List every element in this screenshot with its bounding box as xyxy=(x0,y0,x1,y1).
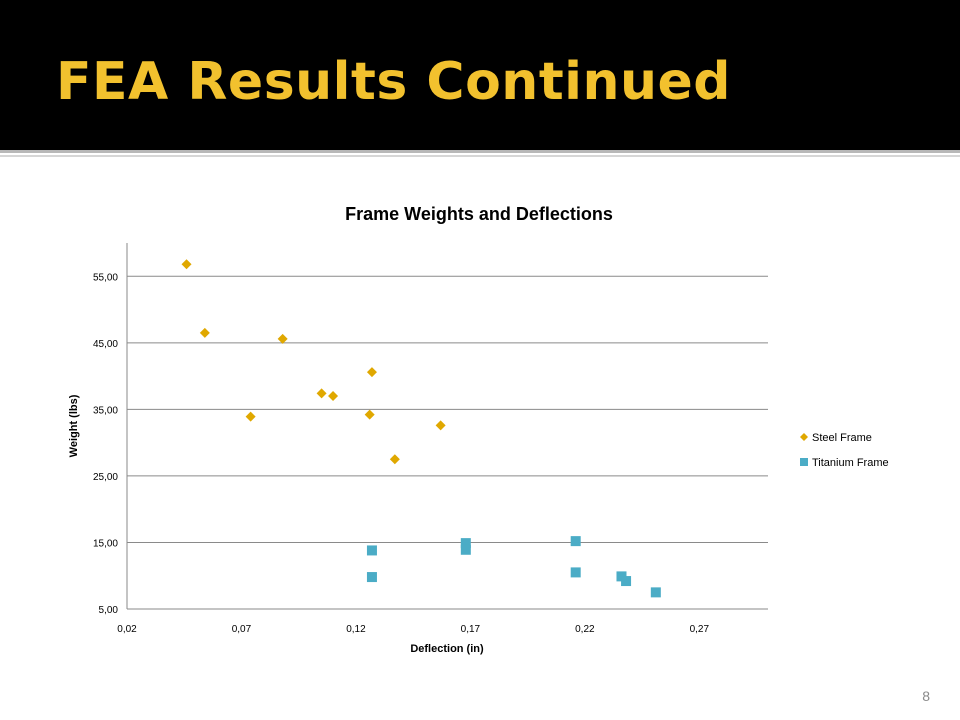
chart-legend: Steel Frame Titanium Frame xyxy=(800,432,889,469)
steel-frame-point xyxy=(389,454,400,465)
steel-frame-point xyxy=(199,327,210,338)
steel-frame-point xyxy=(316,388,327,399)
steel-frame-point xyxy=(366,367,377,378)
slide-title: FEA Results Continued xyxy=(56,52,732,112)
header-divider-secondary xyxy=(0,155,960,157)
titanium-frame-point xyxy=(621,576,632,587)
y-tick-label: 25,00 xyxy=(93,472,118,483)
x-tick-labels: 0,02 0,07 0,12 0,17 0,22 0,27 xyxy=(117,624,709,635)
x-axis-label: Deflection (in) xyxy=(410,643,484,655)
y-tick-label: 5,00 xyxy=(99,605,119,616)
data-points xyxy=(181,259,661,598)
titanium-frame-point xyxy=(460,544,471,555)
steel-frame-point xyxy=(364,409,375,420)
x-tick-label: 0,17 xyxy=(461,624,481,635)
steel-frame-point xyxy=(328,391,339,402)
y-axis-label: Weight (lbs) xyxy=(68,394,80,457)
y-tick-label: 15,00 xyxy=(93,538,118,549)
x-tick-label: 0,12 xyxy=(346,624,366,635)
y-tick-label: 35,00 xyxy=(93,405,118,416)
titanium-frame-point xyxy=(650,587,661,598)
legend-marker-titanium-frame xyxy=(800,458,808,466)
titanium-frame-point xyxy=(366,545,377,556)
y-tick-label: 45,00 xyxy=(93,339,118,350)
legend-label: Steel Frame xyxy=(812,432,872,444)
steel-frame-point xyxy=(181,259,192,270)
titanium-frame-point xyxy=(570,567,581,578)
slide-number: 8 xyxy=(922,688,930,704)
titanium-frame-point xyxy=(366,572,377,583)
titanium-frame-point xyxy=(460,538,471,549)
steel-frame-point xyxy=(277,333,288,344)
steel-frame-point xyxy=(435,420,446,431)
axes xyxy=(126,243,768,610)
header-divider xyxy=(0,150,960,153)
steel-frame-point xyxy=(245,411,256,422)
legend-marker-steel-frame xyxy=(800,433,808,441)
x-tick-label: 0,02 xyxy=(117,624,137,635)
x-tick-label: 0,27 xyxy=(690,624,710,635)
legend-label: Titanium Frame xyxy=(812,457,889,469)
x-tick-label: 0,07 xyxy=(232,624,252,635)
gridlines xyxy=(127,275,768,610)
chart-title: Frame Weights and Deflections xyxy=(345,204,613,224)
y-tick-labels: 5,00 15,00 25,00 35,00 45,00 55,00 xyxy=(93,272,118,616)
y-tick-label: 55,00 xyxy=(93,272,118,283)
titanium-frame-point xyxy=(570,536,581,547)
x-tick-label: 0,22 xyxy=(575,624,595,635)
slide-header xyxy=(0,0,960,150)
